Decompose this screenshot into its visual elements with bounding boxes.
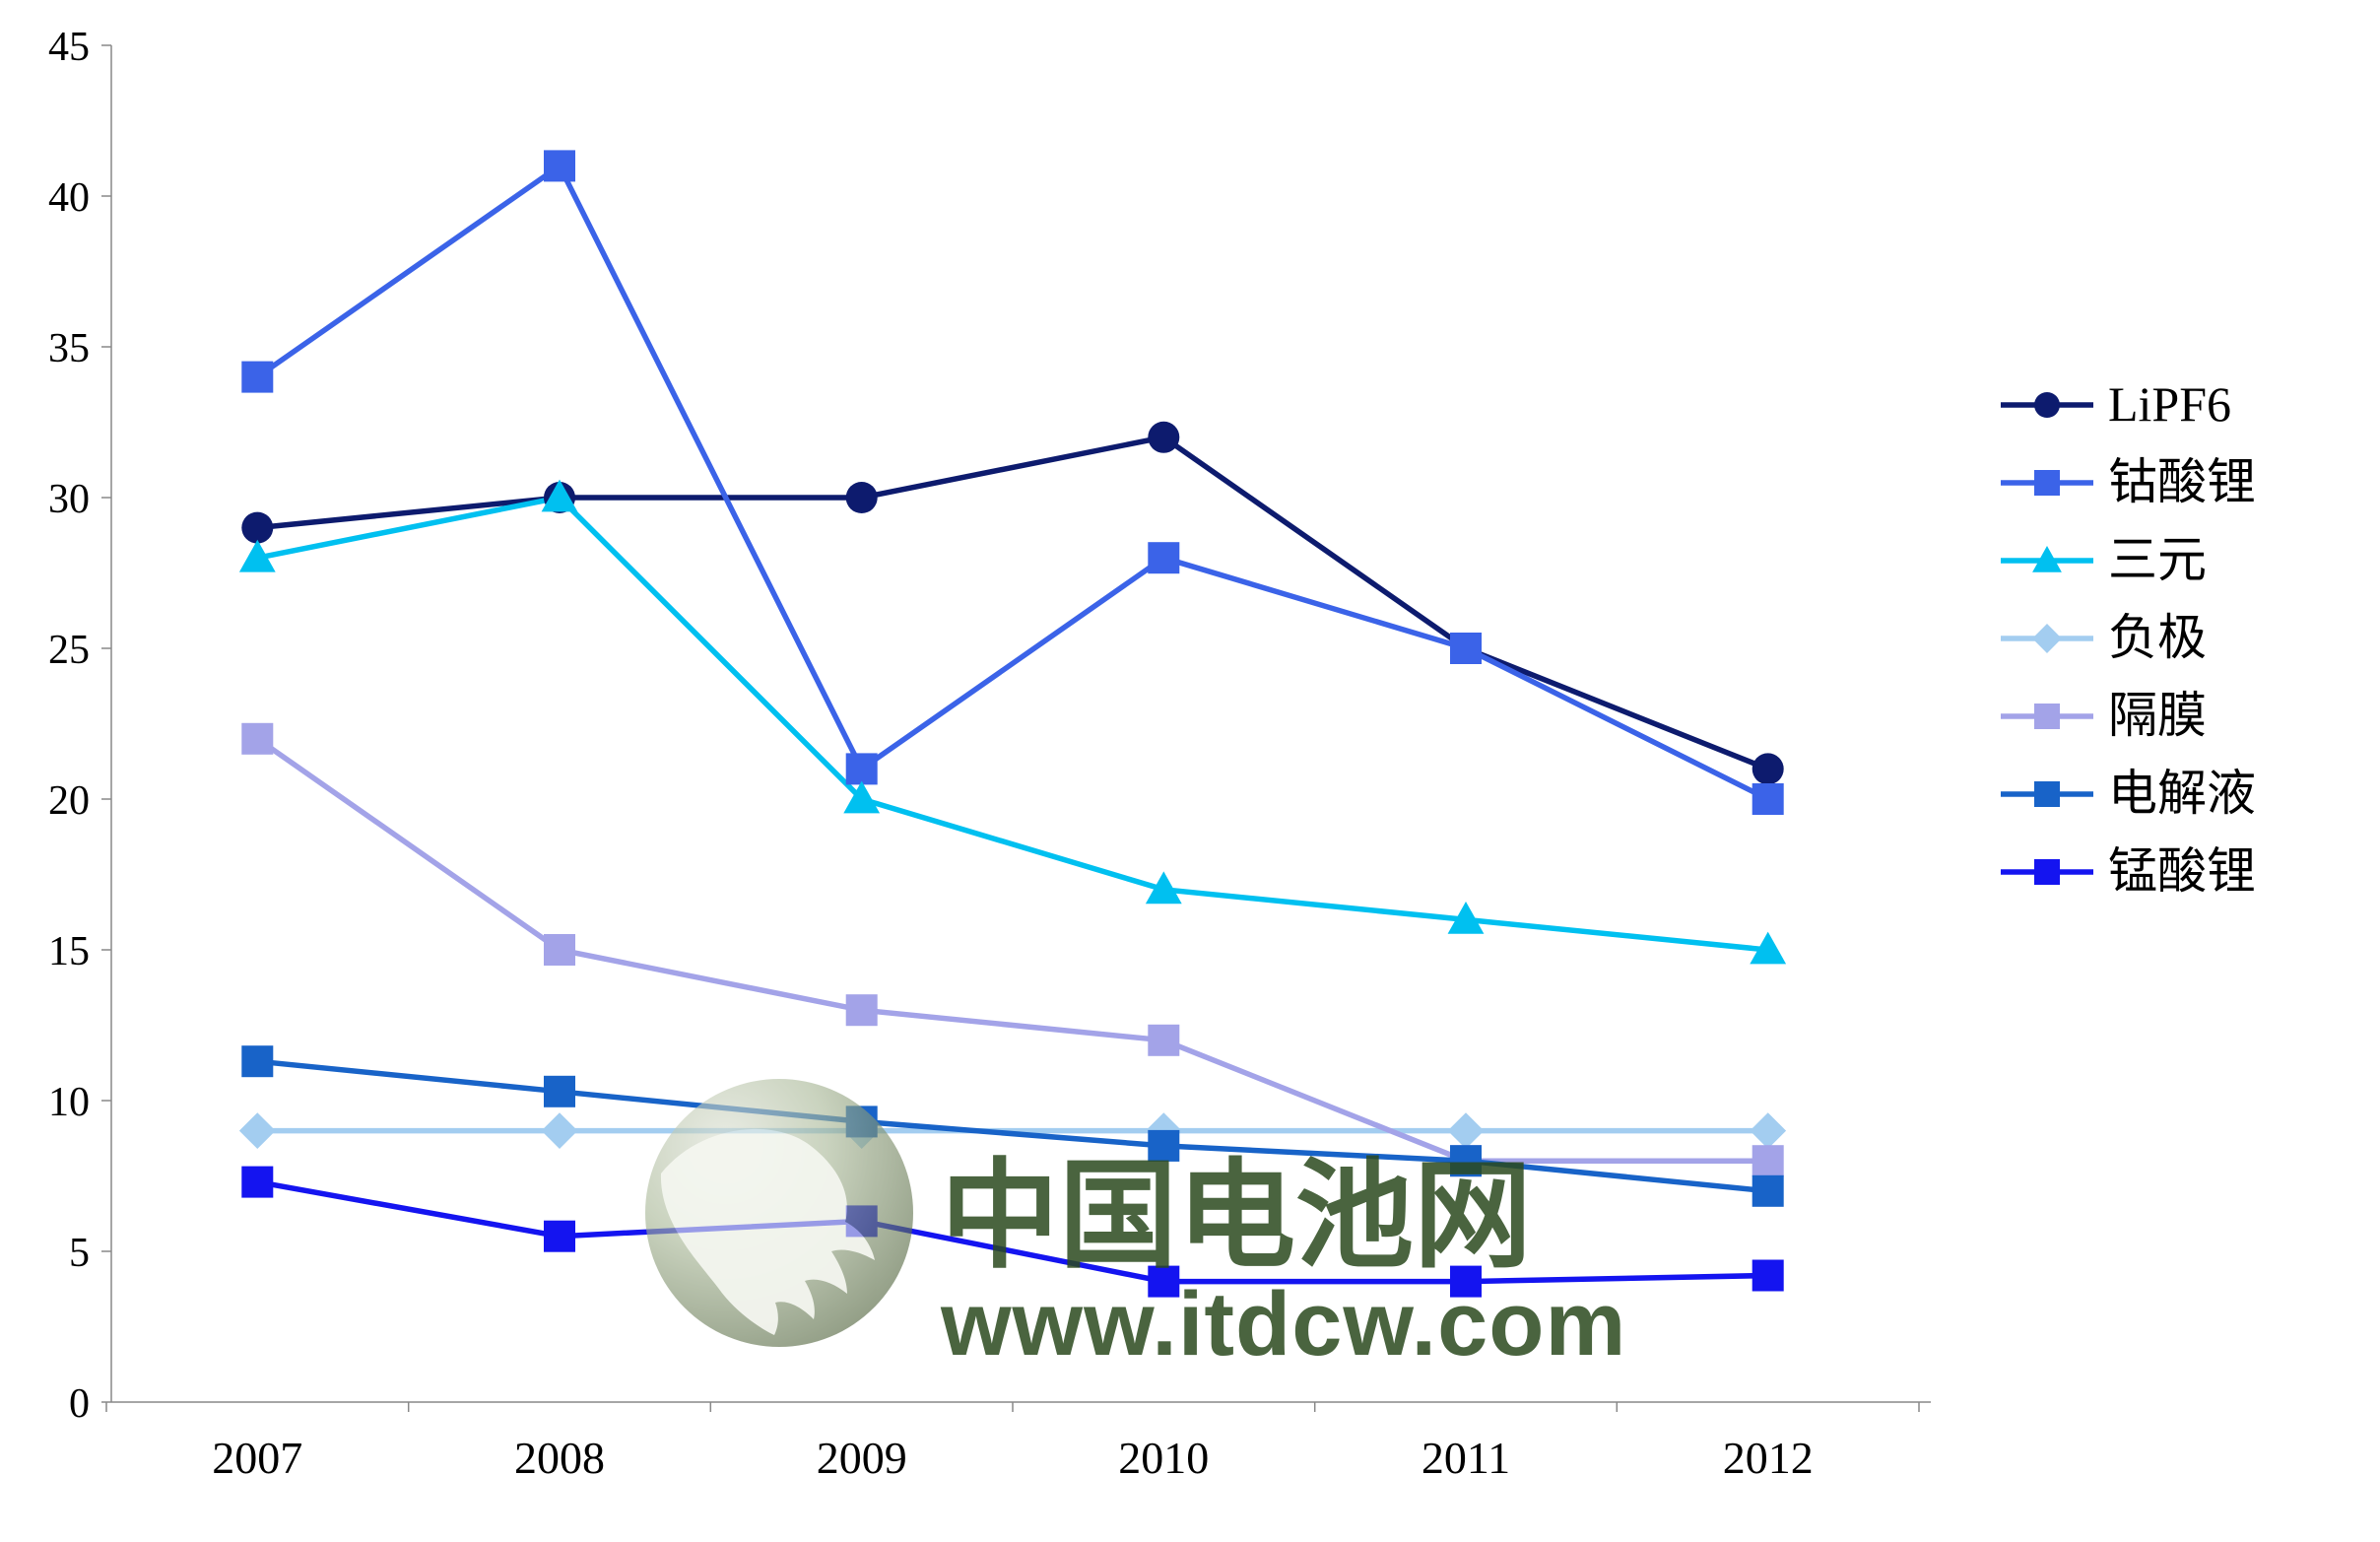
svg-text:45: 45 <box>48 25 90 70</box>
svg-text:0: 0 <box>69 1381 90 1427</box>
svg-text:三元: 三元 <box>2108 532 2207 587</box>
svg-text:2007: 2007 <box>212 1433 302 1483</box>
svg-text:负极: 负极 <box>2108 610 2207 665</box>
svg-text:中国电池网: 中国电池网 <box>941 1150 1532 1282</box>
svg-text:2011: 2011 <box>1421 1433 1510 1483</box>
svg-text:LiPF6: LiPF6 <box>2108 376 2231 432</box>
svg-text:www.itdcw.com: www.itdcw.com <box>940 1274 1626 1374</box>
svg-text:20: 20 <box>48 778 90 824</box>
svg-text:10: 10 <box>48 1080 90 1125</box>
svg-text:隔膜: 隔膜 <box>2108 688 2207 743</box>
svg-text:2012: 2012 <box>1723 1433 1814 1483</box>
svg-text:2010: 2010 <box>1118 1433 1209 1483</box>
svg-text:5: 5 <box>69 1231 90 1276</box>
svg-text:25: 25 <box>48 628 90 673</box>
svg-text:40: 40 <box>48 175 90 221</box>
svg-text:15: 15 <box>48 929 90 974</box>
svg-text:锰酸锂: 锰酸锂 <box>2108 843 2256 899</box>
svg-text:钴酸锂: 钴酸锂 <box>2108 454 2256 509</box>
svg-text:35: 35 <box>48 326 90 371</box>
svg-text:2008: 2008 <box>514 1433 605 1483</box>
svg-text:电解液: 电解液 <box>2108 766 2256 821</box>
svg-text:2009: 2009 <box>817 1433 907 1483</box>
svg-text:30: 30 <box>48 477 90 522</box>
